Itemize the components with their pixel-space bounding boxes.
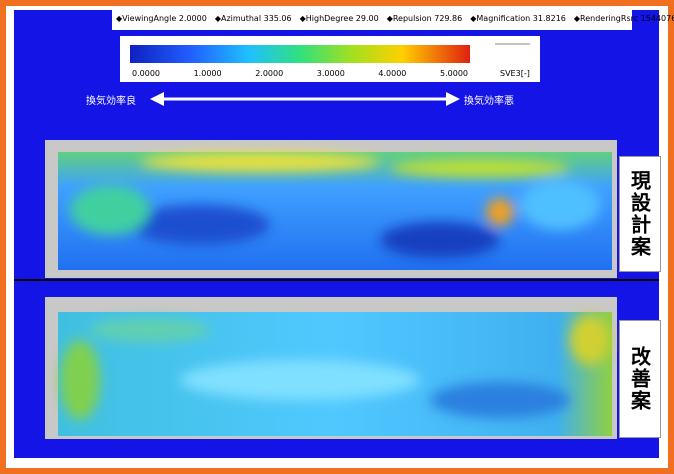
header-param: ◆ViewingAngle 2.0000 <box>116 14 207 23</box>
legend-tick-label: 1.0000 <box>193 69 222 78</box>
arrow-head <box>446 92 460 106</box>
header-param: ◆Repulsion 729.86 <box>386 14 463 23</box>
panel-label: 改善案 <box>619 320 661 438</box>
arrow-right-label: 換気効率悪 <box>464 96 514 107</box>
header: ◆ViewingAngle 2.0000 ◆Azimuthal 335.06 ◆Hi… <box>116 14 674 23</box>
legend-tick-label: 0.0000 <box>132 69 160 78</box>
arrow-head <box>150 92 164 106</box>
arrow-left-label: 換気効率良 <box>86 96 136 107</box>
header-param: ◆RenderingRsrc 15440768 <box>573 14 674 23</box>
legend-tick-label: 2.0000 <box>255 69 284 78</box>
header-box <box>112 10 632 30</box>
legend-tick-label: 5.0000 <box>440 69 468 78</box>
header-param: ◆HighDegree 29.00 <box>299 14 379 23</box>
legend-tick-label: 3.0000 <box>316 69 345 78</box>
flow-blobs <box>70 152 600 258</box>
colorbar <box>130 45 470 63</box>
legend-unit: SVE3[-] <box>500 69 530 78</box>
legend-tick-label: 4.0000 <box>378 69 407 78</box>
header-param: ◆Azimuthal 335.06 <box>214 14 292 23</box>
header-param: ◆Magnification 31.8216 <box>470 14 566 23</box>
panel-label: 現設計案 <box>619 156 661 272</box>
flow-blobs <box>60 315 610 420</box>
